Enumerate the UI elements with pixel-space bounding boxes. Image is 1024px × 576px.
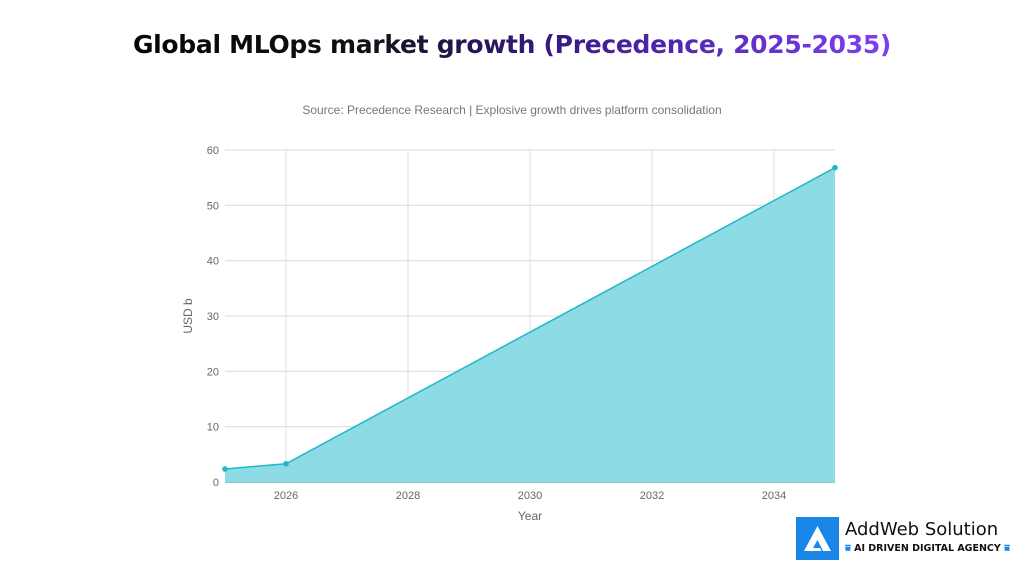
y-tick-label: 10 (207, 422, 219, 434)
y-tick-label: 40 (207, 256, 219, 268)
x-axis-label: Year (518, 509, 542, 523)
y-axis-label: USD b (181, 298, 195, 334)
data-points (222, 164, 838, 472)
logo-name: AddWeb Solution (845, 519, 999, 540)
data-point (832, 164, 838, 171)
y-tick-label: 20 (207, 366, 219, 378)
x-tick-label: 2026 (274, 490, 298, 502)
data-point (283, 460, 289, 467)
x-tick-label: 2028 (396, 490, 420, 502)
y-tick-label: 0 (213, 477, 219, 489)
logo-mark-icon (796, 517, 839, 560)
data-point (222, 466, 228, 472)
area-fill (225, 167, 835, 482)
addweb-logo: AddWeb Solution ⩸ AI DRIVEN DIGITAL AGEN… (796, 517, 1010, 561)
x-tick-label: 2030 (518, 490, 542, 502)
x-tick-label: 2034 (762, 490, 786, 502)
chart-subtitle: Source: Precedence Research | Explosive … (302, 103, 722, 117)
y-tick-label: 60 (207, 145, 219, 157)
y-tick-label: 50 (207, 200, 219, 212)
logo-tagline: ⩸ AI DRIVEN DIGITAL AGENCY ⩸ (845, 543, 1010, 554)
y-tick-label: 30 (207, 311, 219, 323)
x-tick-label: 2032 (640, 490, 664, 502)
chart-title: Global MLOps market growth (Precedence, … (0, 30, 1024, 59)
